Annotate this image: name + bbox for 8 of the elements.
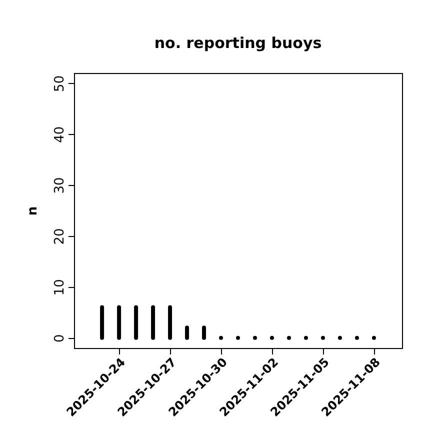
y-tick-label: 30: [52, 177, 68, 194]
chart-title: no. reporting buoys: [154, 34, 322, 52]
y-tick-label: 0: [52, 334, 68, 342]
y-tick-label: 20: [52, 228, 68, 245]
y-axis-title: n: [26, 206, 40, 216]
y-tick-label: 50: [52, 75, 68, 92]
y-tick-label: 10: [52, 279, 68, 296]
y-tick-label: 40: [52, 126, 68, 143]
